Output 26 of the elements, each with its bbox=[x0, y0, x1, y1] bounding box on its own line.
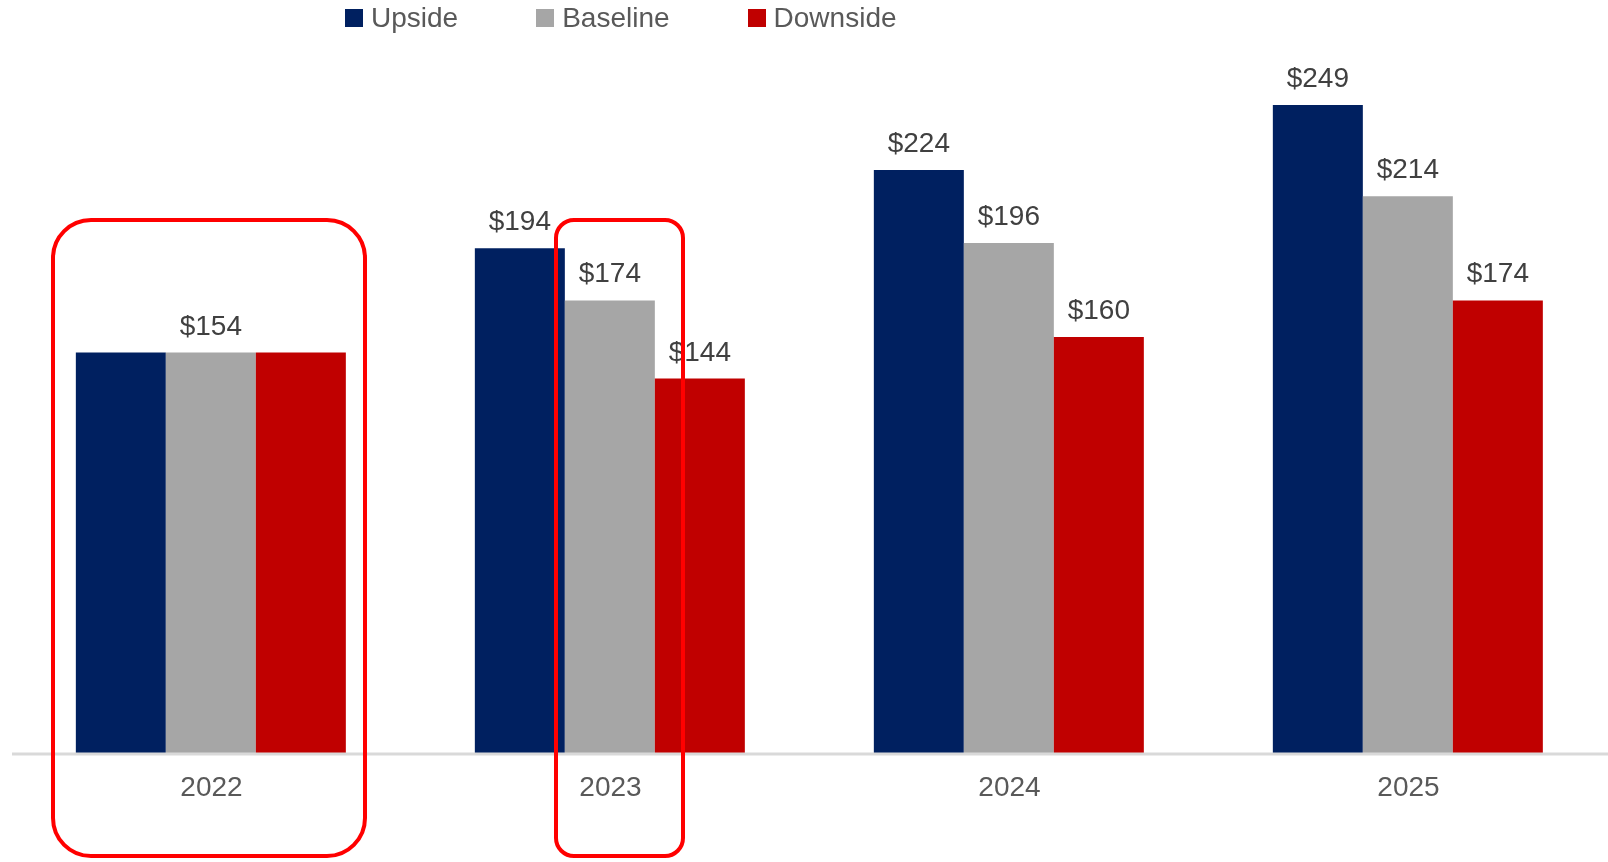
bar bbox=[255, 352, 346, 754]
x-tick-label: 2025 bbox=[1377, 770, 1440, 802]
bar bbox=[873, 170, 964, 754]
bar bbox=[1272, 104, 1363, 754]
bar bbox=[75, 352, 166, 754]
data-label: $214 bbox=[1376, 153, 1439, 185]
bar bbox=[564, 300, 655, 754]
data-label: $249 bbox=[1286, 61, 1349, 93]
bar bbox=[1362, 196, 1453, 754]
data-label: $196 bbox=[977, 200, 1040, 232]
bar bbox=[1452, 300, 1543, 754]
data-label: $174 bbox=[1466, 257, 1529, 289]
bar bbox=[963, 243, 1054, 754]
legend-label: Baseline bbox=[562, 2, 670, 34]
legend-label: Upside bbox=[371, 2, 459, 34]
legend-label: Downside bbox=[773, 2, 897, 34]
bar bbox=[1053, 336, 1144, 754]
x-tick-label: 2022 bbox=[180, 770, 243, 802]
data-label: $174 bbox=[578, 257, 641, 289]
data-label: $194 bbox=[488, 205, 551, 237]
data-label: $154 bbox=[179, 309, 242, 341]
x-tick-label: 2023 bbox=[579, 770, 642, 802]
data-label: $160 bbox=[1067, 293, 1130, 325]
data-label: $224 bbox=[887, 127, 950, 159]
x-tick-label: 2024 bbox=[978, 770, 1041, 802]
bar bbox=[165, 352, 256, 754]
